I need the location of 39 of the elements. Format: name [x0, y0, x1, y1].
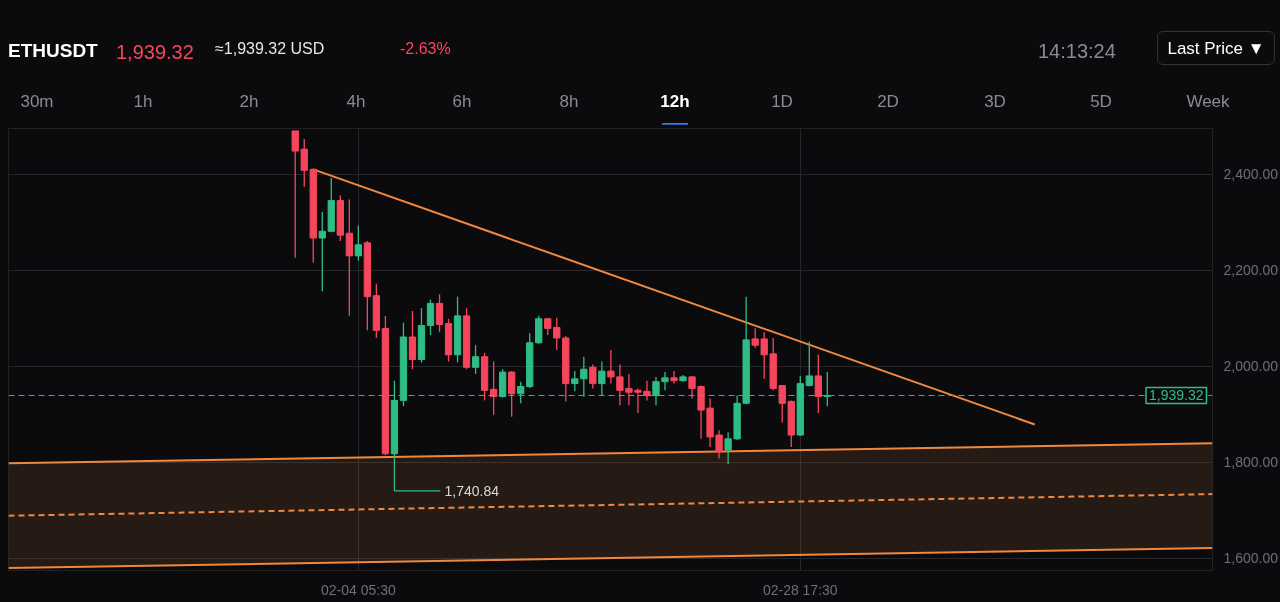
candlestick	[670, 370, 678, 385]
candlestick	[508, 370, 516, 418]
chart-title: ETHUSDT	[8, 39, 98, 63]
candlestick	[589, 363, 597, 390]
annotation: 1,740.84	[444, 482, 500, 499]
ref-line-label: 1,939.32	[1149, 387, 1204, 404]
x-tick-label: 02-04 05:30	[320, 581, 396, 598]
text: Last Price ▼	[1157, 31, 1275, 65]
text: 12h	[659, 91, 691, 113]
text: 1D	[770, 91, 794, 113]
y-tick-label: 2,200.00	[1223, 262, 1279, 279]
text: 8h	[558, 91, 580, 113]
candlestick	[318, 211, 326, 293]
y-tick-label: 2,000.00	[1223, 358, 1279, 375]
candlestick	[408, 310, 417, 370]
text: 1,939.32	[116, 40, 194, 65]
text: ≈1,939.32 USD	[215, 39, 325, 59]
text: -2.63%	[400, 39, 451, 59]
candlestick	[345, 198, 353, 317]
text: 5D	[1089, 91, 1113, 113]
y-tick-label: 1,600.00	[1223, 550, 1279, 567]
text: 1h	[132, 91, 154, 113]
candlestick	[426, 298, 435, 336]
candlestick	[471, 344, 480, 375]
candlestick	[354, 224, 363, 262]
text: 14:13:24	[1038, 39, 1116, 64]
text: 3D	[983, 91, 1007, 113]
x-tick-label: 02-28 17:30	[762, 581, 838, 598]
text: 30m	[19, 91, 55, 113]
text: 4h	[345, 91, 367, 113]
candlestick	[571, 370, 579, 392]
candlestick	[435, 293, 444, 333]
text: 2D	[876, 91, 900, 113]
candlestick	[814, 354, 822, 414]
text: Week	[1185, 91, 1231, 113]
y-tick-label: 2,400.00	[1223, 166, 1279, 183]
y-tick-label: 1,800.00	[1223, 454, 1279, 471]
text: 6h	[451, 91, 473, 113]
text: 2h	[238, 91, 260, 113]
